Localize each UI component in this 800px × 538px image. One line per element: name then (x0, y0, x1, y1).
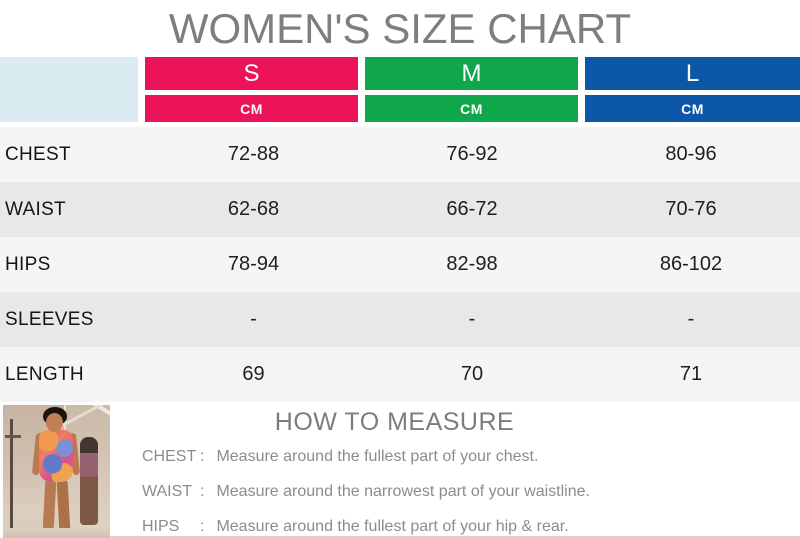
how-to-measure-section: HOW TO MEASURE CHEST : Measure around th… (0, 402, 800, 538)
measure-instruction-hips: HIPS : Measure around the fullest part o… (142, 516, 647, 538)
unit-cell-m: CM (365, 95, 578, 122)
row-label: LENGTH (5, 363, 84, 385)
model-leg (42, 478, 57, 532)
cell-sleeves-s: - (250, 308, 257, 330)
cell-sleeves-l: - (687, 308, 695, 330)
corner-cell (0, 57, 138, 122)
size-header-row: S M L CM CM CM (0, 57, 800, 122)
row-label: HIPS (5, 253, 51, 275)
cell-length-l: 71 (679, 363, 703, 385)
instruction-label: WAIST (142, 483, 193, 500)
table-row-chest: CHEST 72-88 76-92 80-96 (0, 127, 800, 182)
model-head (46, 413, 63, 432)
cell-waist-s: 62-68 (227, 198, 280, 220)
unit-cell-l: CM (585, 95, 800, 122)
cell-hips-s: 78-94 (227, 253, 280, 275)
cell-hips-l: 86-102 (659, 253, 723, 275)
rack-pole (10, 419, 13, 538)
instruction-colon: : (200, 518, 205, 535)
instruction-text: Measure around the narrowest part of you… (216, 483, 590, 500)
cell-sleeves-m: - (468, 308, 476, 330)
how-to-measure-content: HOW TO MEASURE CHEST : Measure around th… (142, 402, 647, 538)
table-row-waist: WAIST 62-68 66-72 70-76 (0, 182, 800, 237)
cell-waist-m: 66-72 (446, 198, 498, 220)
cell-chest-s: 72-88 (227, 143, 280, 165)
instruction-colon: : (200, 483, 205, 500)
size-header-m: M (365, 57, 578, 90)
instruction-label: HIPS (142, 518, 180, 535)
cell-chest-l: 80-96 (665, 143, 717, 165)
measure-instruction-chest: CHEST : Measure around the fullest part … (142, 446, 647, 468)
cell-length-m: 70 (460, 363, 484, 385)
table-row-hips: HIPS 78-94 82-98 86-102 (0, 237, 800, 292)
how-to-measure-heading: HOW TO MEASURE (274, 408, 515, 436)
size-table-body: CHEST 72-88 76-92 80-96 WAIST 62-68 66-7… (0, 127, 800, 402)
table-row-length: LENGTH 69 70 71 (0, 347, 800, 402)
size-header-s: S (145, 57, 358, 90)
row-label: CHEST (5, 143, 71, 165)
cell-chest-m: 76-92 (446, 143, 498, 165)
model-swimsuit (39, 430, 73, 482)
measure-instruction-waist: WAIST : Measure around the narrowest par… (142, 481, 647, 503)
size-header-l: L (585, 57, 800, 90)
instruction-colon: : (200, 448, 205, 465)
rack-bar (5, 435, 21, 438)
table-row-sleeves: SLEEVES - - - (0, 292, 800, 347)
unit-cell-s: CM (145, 95, 358, 122)
floor (3, 528, 110, 538)
product-photo (3, 405, 110, 538)
page-title: WOMEN'S SIZE CHART (168, 5, 632, 52)
instruction-text: Measure around the fullest part of your … (216, 518, 569, 535)
cell-waist-l: 70-76 (665, 198, 717, 220)
header-gap (0, 122, 800, 127)
cell-hips-m: 82-98 (446, 253, 498, 275)
instruction-text: Measure around the fullest part of your … (216, 448, 539, 465)
model-reflection (80, 437, 98, 525)
row-label: WAIST (5, 198, 66, 220)
instruction-label: CHEST (142, 448, 197, 465)
bottom-divider (110, 536, 800, 538)
row-label: SLEEVES (5, 308, 94, 330)
cell-length-s: 69 (242, 363, 265, 385)
